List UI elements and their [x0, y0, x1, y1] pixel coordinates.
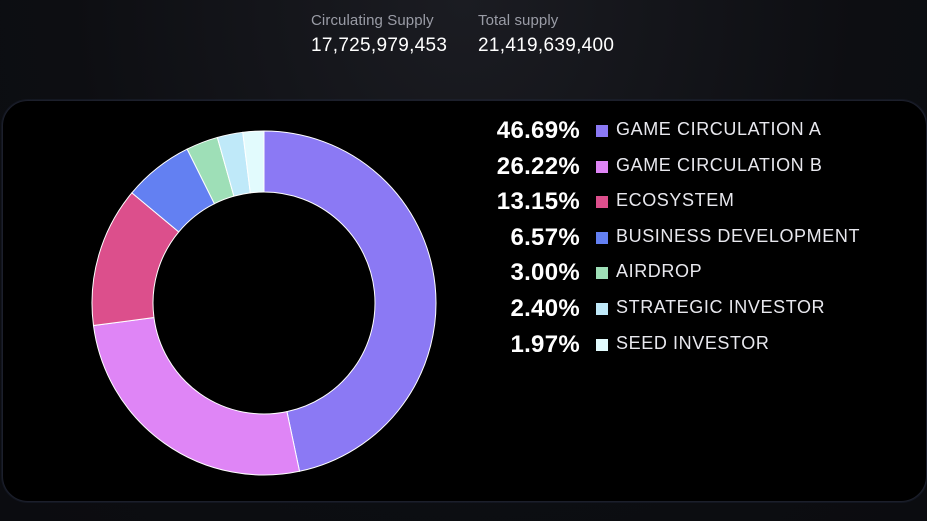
legend-swatch — [596, 231, 608, 244]
donut-slice — [242, 130, 265, 194]
chart-legend: 46.69% GAME CIRCULATION A 26.22% GAME CI… — [470, 117, 890, 366]
legend-label: GAME CIRCULATION B — [616, 154, 823, 175]
legend-item: 6.57% BUSINESS DEVELOPMENT — [470, 224, 890, 260]
legend-swatch — [596, 125, 608, 137]
donut-slice — [92, 316, 301, 476]
legend-percent: 46.69% — [496, 117, 580, 144]
legend-percent: 26.22% — [496, 152, 580, 180]
legend-item: 26.22% GAME CIRCULATION B — [470, 153, 890, 189]
total-supply: Total supply 21,419,639,400 — [478, 12, 614, 57]
legend-item: 13.15% ECOSYSTEM — [470, 188, 890, 224]
legend-swatch — [596, 302, 608, 315]
legend-item: 1.97% SEED INVESTOR — [470, 331, 890, 367]
donut-slice — [263, 130, 437, 472]
circulating-supply: Circulating Supply 17,725,979,453 — [311, 12, 447, 57]
legend-label: AIRDROP — [616, 261, 703, 282]
legend-label: BUSINESS DEVELOPMENT — [616, 225, 861, 246]
legend-percent: 6.57% — [510, 223, 580, 251]
circulating-supply-label: Circulating Supply — [311, 12, 434, 29]
legend-swatch — [596, 338, 608, 351]
circulating-supply-value: 17,725,979,453 — [311, 35, 448, 56]
legend-label: SEED INVESTOR — [616, 332, 770, 353]
legend-percent: 2.40% — [510, 294, 580, 322]
legend-swatch — [596, 196, 608, 209]
legend-item: 46.69% GAME CIRCULATION A — [470, 117, 890, 153]
legend-item: 3.00% AIRDROP — [470, 259, 890, 295]
legend-label: ECOSYSTEM — [616, 190, 735, 211]
legend-percent: 13.15% — [496, 188, 580, 216]
total-supply-value: 21,419,639,400 — [478, 35, 615, 56]
legend-percent: 3.00% — [510, 259, 580, 287]
legend-percent: 1.97% — [510, 330, 580, 358]
legend-swatch — [596, 160, 608, 173]
legend-label: STRATEGIC INVESTOR — [616, 296, 826, 317]
total-supply-label: Total supply — [478, 12, 559, 29]
legend-label: GAME CIRCULATION A — [616, 119, 822, 139]
legend-swatch — [596, 267, 608, 280]
legend-item: 2.40% STRATEGIC INVESTOR — [470, 295, 890, 331]
